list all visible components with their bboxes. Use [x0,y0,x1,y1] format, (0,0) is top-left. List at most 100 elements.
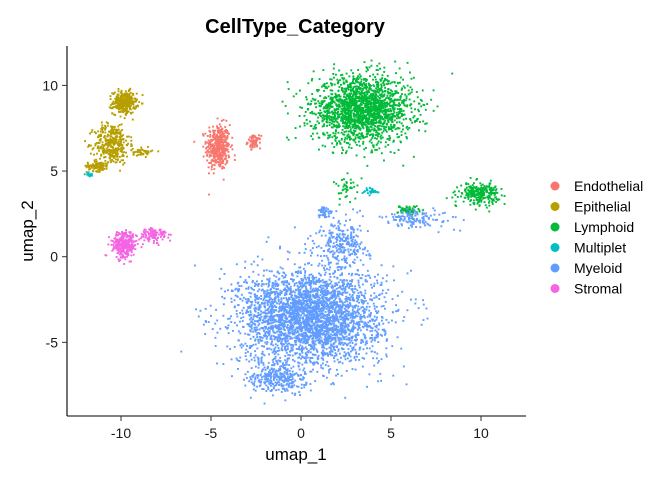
data-point [389,151,392,153]
data-point [301,286,304,289]
data-point [400,88,403,91]
data-point [206,135,209,137]
data-point [343,326,346,329]
data-point [275,283,278,286]
data-point [89,167,92,170]
data-point [355,90,358,93]
data-point [287,339,289,342]
data-point [386,109,389,111]
data-point [332,181,335,184]
data-point [359,103,362,105]
data-point [85,171,88,173]
data-point [112,160,115,163]
data-point [226,145,229,148]
data-point [341,266,344,269]
data-point [389,100,392,103]
data-point [294,379,297,382]
data-point [354,120,357,122]
data-point [331,113,334,116]
data-point [209,162,212,164]
data-point [366,100,369,103]
data-point [368,118,371,121]
data-point [361,118,364,121]
data-point [343,102,346,105]
data-point [104,128,106,131]
data-point [370,97,373,99]
data-point [117,128,120,131]
data-point [384,333,386,336]
data-point [318,148,320,151]
data-point [335,182,338,185]
data-point [315,348,318,351]
data-point [364,96,367,98]
data-point [323,106,326,109]
data-point [334,237,337,240]
data-point [322,100,325,103]
data-point [325,115,328,118]
data-point [498,198,501,201]
data-point [375,90,378,93]
data-point [354,113,357,116]
data-point [134,97,137,100]
data-point [135,106,137,109]
data-point [303,337,305,340]
data-point [346,310,349,313]
data-point [375,69,378,71]
data-point [374,329,377,332]
data-point [369,186,371,189]
data-point [340,110,343,113]
data-point [368,114,371,117]
data-point [223,135,226,138]
data-point [341,189,344,192]
data-point [330,101,333,104]
data-point [379,128,381,131]
data-point [210,145,213,148]
data-point [365,80,367,82]
data-point [353,86,355,88]
data-point [375,94,377,97]
data-point [370,64,373,67]
data-point [326,124,328,127]
data-point [465,194,468,197]
data-point [385,113,388,116]
data-point [335,117,338,120]
data-point [357,75,359,78]
data-point [114,133,117,135]
data-point [117,90,120,93]
data-point [379,124,381,127]
data-point [256,294,258,297]
data-point [123,151,125,154]
data-point [359,87,362,89]
data-point [343,101,346,104]
data-point [285,315,287,318]
data-point [90,172,93,175]
data-point [471,194,474,197]
data-point [209,131,212,133]
data-point [333,108,336,111]
data-point [119,91,122,94]
data-point [477,191,480,194]
data-point [409,92,411,95]
data-point [395,99,397,102]
data-point [356,76,359,79]
data-point [204,142,207,145]
data-point [340,338,343,341]
data-point [388,139,391,141]
data-point [300,330,303,333]
data-point [285,305,288,308]
data-point [337,325,340,328]
data-point [253,304,256,307]
data-point [218,156,221,159]
data-point [321,341,324,344]
data-point [348,146,350,149]
data-point [313,112,316,115]
data-point [479,193,481,196]
data-point [310,79,313,82]
data-point [374,134,377,136]
data-point [328,369,330,372]
data-point [371,144,374,147]
data-point [354,130,356,132]
data-point [480,192,483,195]
data-point [368,128,371,131]
data-point [382,113,385,116]
